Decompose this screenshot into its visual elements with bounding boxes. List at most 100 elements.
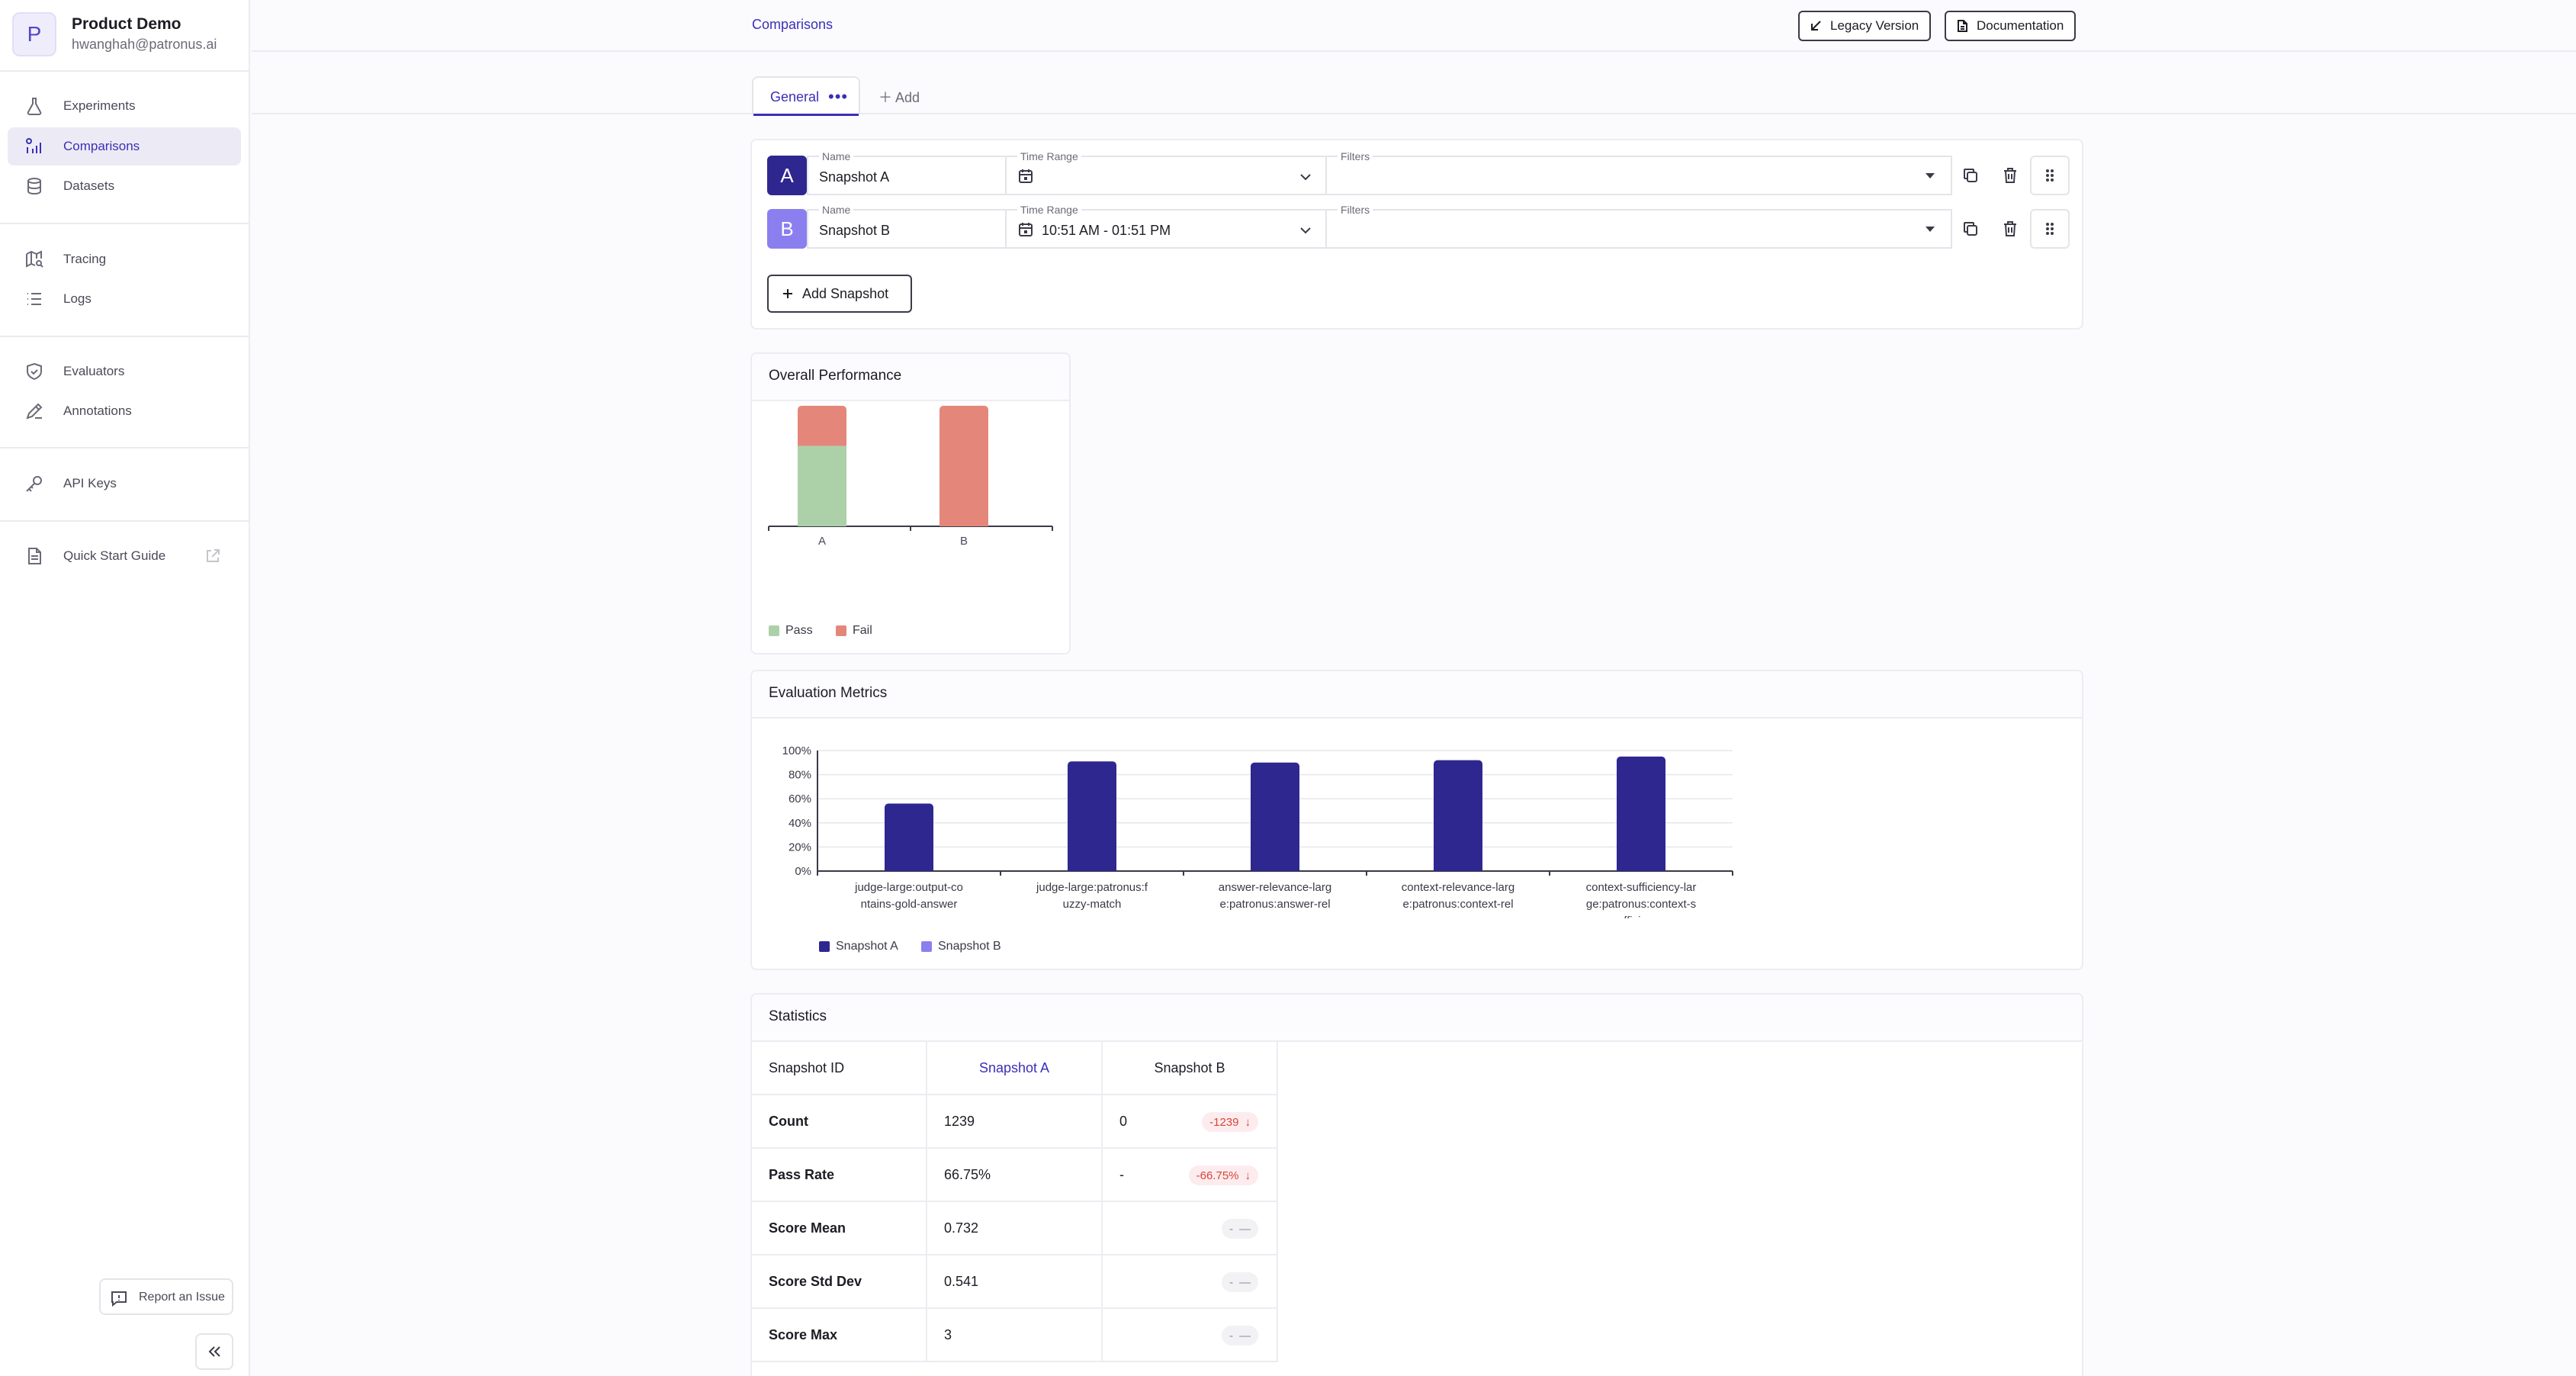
documentation-button[interactable]: Documentation <box>1945 11 2077 41</box>
bar-fill <box>1617 760 1665 871</box>
delta-badge: -66.75% ↓ <box>1188 1165 1258 1185</box>
database-icon <box>27 178 41 195</box>
x-tick-label: judge-large:output-co <box>854 881 963 894</box>
plus-icon <box>783 289 792 298</box>
x-tick-label: B <box>960 535 968 548</box>
statistics-card: Statistics Snapshot ID Snapshot A Snapsh… <box>750 993 2083 1376</box>
nav-label: Annotations <box>63 403 132 418</box>
stat-value-a: 66.75% <box>927 1149 1103 1202</box>
stat-value-b: - — <box>1103 1309 1278 1362</box>
nav-label: Quick Start Guide <box>63 548 166 563</box>
x-tick-label: context-relevance-larg <box>1402 881 1514 894</box>
stat-label-text: Score Mean <box>769 1220 846 1236</box>
nav-label: Experiments <box>63 98 136 113</box>
time-range-picker[interactable]: Time Range <box>1005 150 1327 195</box>
y-tick-label: 60% <box>789 792 811 805</box>
x-tick-label: ufficiency <box>1617 915 1665 918</box>
nav-experiments[interactable]: Experiments <box>8 87 241 125</box>
legacy-version-button[interactable]: Legacy Version <box>1798 11 1932 41</box>
nav-comparisons[interactable]: Comparisons <box>8 127 241 166</box>
snapshot-name-value: Snapshot B <box>819 223 891 238</box>
delta-badge: - — <box>1222 1326 1258 1345</box>
x-tick-label: evance <box>1440 915 1476 918</box>
snapshot-row-a: A Name Snapshot A Time Range Filters <box>767 150 2070 195</box>
stat-value-text: 0.732 <box>944 1220 979 1236</box>
delta-badge: -1239 ↓ <box>1202 1112 1258 1132</box>
stat-header-snapshot-b: Snapshot B <box>1103 1042 1278 1095</box>
x-tick-label: ntains-gold-answer <box>861 898 958 911</box>
add-tab-button[interactable]: ＋ Add <box>878 87 920 107</box>
y-tick-label: 40% <box>789 817 811 830</box>
legend-label: Snapshot A <box>836 940 898 953</box>
drag-handle[interactable] <box>2030 209 2070 249</box>
stat-label-text: Count <box>769 1114 808 1129</box>
nav-evaluators[interactable]: Evaluators <box>8 352 241 391</box>
nav-datasets[interactable]: Datasets <box>8 167 241 205</box>
stat-label-text: Score Std Dev <box>769 1274 862 1289</box>
y-tick-label: 20% <box>789 841 811 854</box>
tab-general[interactable]: General ••• <box>752 76 860 116</box>
nav-annotations[interactable]: Annotations <box>8 392 241 430</box>
grip-icon <box>2046 169 2054 182</box>
drag-handle[interactable] <box>2030 156 2070 195</box>
snapshot-name-field[interactable]: Name Snapshot A <box>807 150 1007 195</box>
stat-value-b: 0 -1239 ↓ <box>1103 1095 1278 1149</box>
stat-value-a: 0.541 <box>927 1255 1103 1309</box>
dash-icon: — <box>1239 1329 1251 1342</box>
time-range-picker[interactable]: Time Range 10:51 AM - 01:51 PM <box>1005 204 1327 249</box>
report-issue-button[interactable]: Report an Issue <box>99 1278 233 1315</box>
arrow-down-icon: ↓ <box>1245 1169 1251 1182</box>
filters-select[interactable]: Filters <box>1325 204 1952 249</box>
duplicate-snapshot-button[interactable] <box>1951 156 1990 195</box>
duplicate-snapshot-button[interactable] <box>1951 209 1990 249</box>
nav-tracing[interactable]: Tracing <box>8 240 241 278</box>
nav-api-keys[interactable]: API Keys <box>8 465 241 503</box>
field-label: Time Range <box>1017 204 1081 216</box>
stat-row-label: Score Max <box>752 1309 927 1362</box>
stat-value-b: - -66.75% ↓ <box>1103 1149 1278 1202</box>
collapse-sidebar-button[interactable] <box>195 1333 233 1370</box>
stat-value-a: 1239 <box>927 1095 1103 1149</box>
stat-value-text: - <box>1119 1167 1124 1182</box>
divider <box>0 223 250 224</box>
y-tick-label: 100% <box>782 744 811 757</box>
bar-fill <box>885 808 933 871</box>
delta-badge: - — <box>1222 1219 1258 1239</box>
evaluation-metrics-card: Evaluation Metrics 100% 80% 60% 40% 20% 0% jud… <box>750 670 2083 970</box>
nav-logs[interactable]: Logs <box>8 280 241 318</box>
snapshot-name-field[interactable]: Name Snapshot B <box>807 204 1007 249</box>
add-snapshot-button[interactable]: Add Snapshot <box>767 275 912 313</box>
more-options-icon[interactable]: ••• <box>828 87 849 106</box>
nav-quick-start-guide[interactable]: Quick Start Guide <box>8 537 241 575</box>
stat-header-label: Snapshot ID <box>752 1042 927 1095</box>
legend-label: Snapshot B <box>938 940 1001 953</box>
add-snapshot-label: Add Snapshot <box>802 285 889 301</box>
legend-swatch <box>819 941 830 952</box>
grip-icon <box>2046 223 2054 235</box>
bar-fill <box>940 410 988 526</box>
add-tab-label: Add <box>895 90 920 105</box>
delta-value: - <box>1229 1275 1233 1289</box>
document-icon <box>28 548 41 564</box>
stat-value-text: 66.75% <box>944 1167 991 1182</box>
divider <box>0 336 250 337</box>
flask-icon <box>27 98 42 115</box>
snapshot-name-value: Snapshot A <box>819 169 890 185</box>
stat-value-text: 3 <box>944 1327 952 1342</box>
divider <box>0 520 250 522</box>
stat-value-a: 0.732 <box>927 1202 1103 1255</box>
legend-label: Fail <box>853 624 872 637</box>
org-name: Product Demo <box>72 15 181 33</box>
breadcrumb[interactable]: Comparisons <box>752 17 834 32</box>
delete-snapshot-button[interactable] <box>1990 209 2030 249</box>
delta-value: - <box>1229 1222 1233 1236</box>
divider <box>0 70 250 72</box>
legend-snapshot-b: Snapshot B <box>921 940 1001 953</box>
filters-select[interactable]: Filters <box>1325 150 1952 195</box>
stat-row-label: Score Std Dev <box>752 1255 927 1309</box>
org-switcher[interactable]: P Product Demo hwanghah@patronus.ai <box>12 12 241 58</box>
delete-snapshot-button[interactable] <box>1990 156 2030 195</box>
org-avatar: P <box>12 12 56 56</box>
bar-pass-A[interactable] <box>798 445 846 526</box>
stat-header-snapshot-a[interactable]: Snapshot A <box>927 1042 1103 1095</box>
